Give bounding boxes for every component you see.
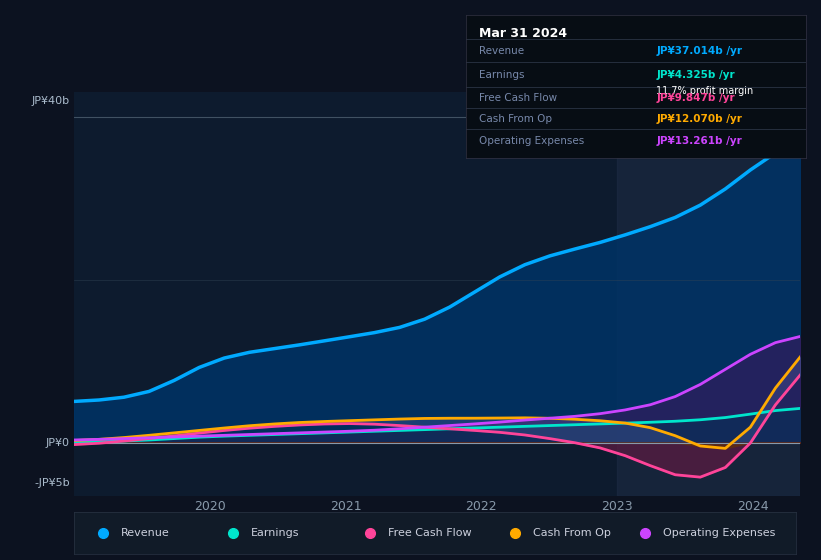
- Text: 11.7% profit margin: 11.7% profit margin: [656, 86, 754, 96]
- Text: -JP¥5b: -JP¥5b: [34, 478, 70, 488]
- Text: Cash From Op: Cash From Op: [479, 114, 553, 124]
- Text: Cash From Op: Cash From Op: [533, 529, 611, 538]
- Text: Earnings: Earnings: [251, 529, 300, 538]
- Text: JP¥9.847b /yr: JP¥9.847b /yr: [656, 93, 735, 103]
- Text: Free Cash Flow: Free Cash Flow: [388, 529, 472, 538]
- Text: JP¥12.070b /yr: JP¥12.070b /yr: [656, 114, 742, 124]
- Text: JP¥37.014b /yr: JP¥37.014b /yr: [656, 46, 742, 56]
- Bar: [617, 92, 800, 496]
- Text: Operating Expenses: Operating Expenses: [479, 136, 585, 146]
- Text: Free Cash Flow: Free Cash Flow: [479, 93, 557, 103]
- Text: Earnings: Earnings: [479, 70, 525, 80]
- Text: Operating Expenses: Operating Expenses: [663, 529, 775, 538]
- Text: Revenue: Revenue: [121, 529, 170, 538]
- Text: JP¥13.261b /yr: JP¥13.261b /yr: [656, 136, 742, 146]
- Text: JP¥4.325b /yr: JP¥4.325b /yr: [656, 70, 735, 80]
- Text: Revenue: Revenue: [479, 46, 525, 56]
- Text: Mar 31 2024: Mar 31 2024: [479, 26, 567, 40]
- Text: JP¥40b: JP¥40b: [32, 96, 70, 106]
- Text: JP¥0: JP¥0: [46, 438, 70, 447]
